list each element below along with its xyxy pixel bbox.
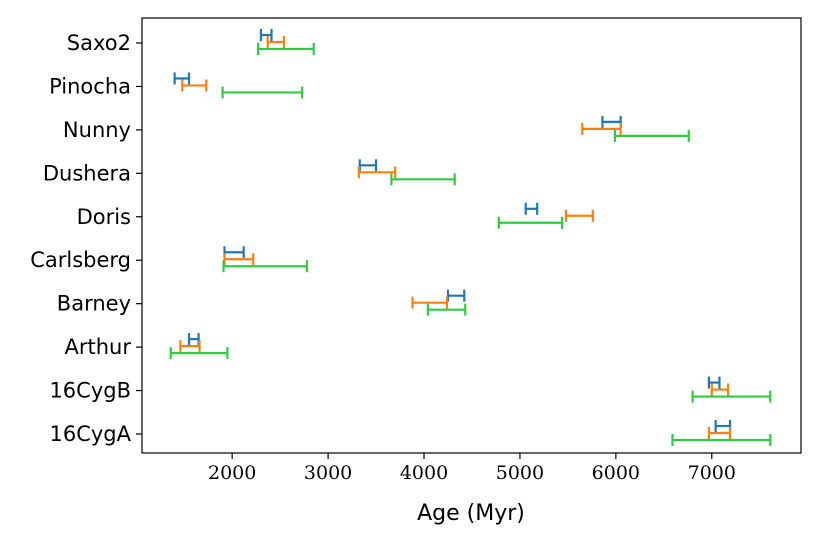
category-label-carlsberg: Carlsberg — [30, 248, 131, 272]
errorbar-orange-dushera — [357, 166, 397, 179]
category-label-16cyga: 16CygA — [49, 422, 131, 446]
x-tick-label-6000: 6000 — [592, 462, 640, 484]
errorbar-green-barney — [426, 303, 467, 316]
category-label-pinocha: Pinocha — [49, 74, 131, 98]
errorbar-blue-dushera — [358, 159, 378, 172]
x-axis: 2000 3000 4000 5000 6000 7000 — [208, 453, 736, 484]
category-label-dushera: Dushera — [43, 161, 131, 185]
errorbar-orange-carlsberg — [223, 253, 255, 266]
plot-area — [141, 17, 802, 454]
errorbar-green-16cygb — [691, 390, 772, 403]
errorbar-green-pinocha — [221, 86, 304, 99]
errorbar-blue-16cyga — [714, 420, 732, 432]
category-label-saxo2: Saxo2 — [67, 31, 131, 55]
errorbar-blue-nunny — [601, 115, 622, 128]
errorbar-orange-pinocha — [181, 79, 208, 92]
errorbar-orange-nunny — [581, 122, 622, 135]
errorbar-blue-16cygb — [707, 376, 721, 389]
x-tick-label-2000: 2000 — [208, 462, 256, 484]
errorbar-green-dushera — [390, 173, 456, 186]
category-label-barney: Barney — [57, 292, 131, 316]
x-axis-label: Age (Myr) — [417, 501, 525, 526]
errorbar-orange-16cyga — [707, 427, 732, 439]
y-axis: Saxo2 Pinocha Nunny Dushera Doris Carlsberg Ba… — [30, 31, 142, 446]
category-label-arthur: Arthur — [65, 335, 132, 359]
errorbar-orange-doris — [564, 209, 594, 222]
errorbar-green-saxo2 — [256, 43, 315, 55]
error-bars — [169, 29, 772, 446]
category-label-nunny: Nunny — [63, 118, 131, 142]
category-label-16cygb: 16CygB — [49, 379, 131, 403]
errorbar-orange-arthur — [179, 340, 201, 353]
x-tick-label-4000: 4000 — [400, 462, 448, 484]
errorbar-blue-carlsberg — [223, 246, 245, 259]
errorbar-orange-saxo2 — [266, 36, 286, 48]
x-tick-label-7000: 7000 — [688, 462, 736, 484]
errorbar-blue-barney — [446, 289, 466, 302]
errorbar-blue-saxo2 — [259, 29, 273, 41]
errorbar-blue-pinocha — [173, 72, 191, 85]
x-tick-label-3000: 3000 — [304, 462, 352, 484]
errorbar-orange-barney — [411, 296, 449, 309]
errorbar-blue-arthur — [187, 333, 200, 346]
errorbar-green-arthur — [169, 347, 229, 360]
errorbar-green-carlsberg — [222, 260, 309, 273]
errorbar-green-doris — [497, 216, 564, 229]
errorbar-green-16cyga — [671, 434, 772, 446]
errorbar-blue-doris — [524, 202, 539, 215]
x-tick-label-5000: 5000 — [496, 462, 544, 484]
errorbar-orange-16cygb — [710, 383, 730, 396]
category-label-doris: Doris — [77, 205, 131, 229]
errorbar-green-nunny — [613, 129, 690, 142]
